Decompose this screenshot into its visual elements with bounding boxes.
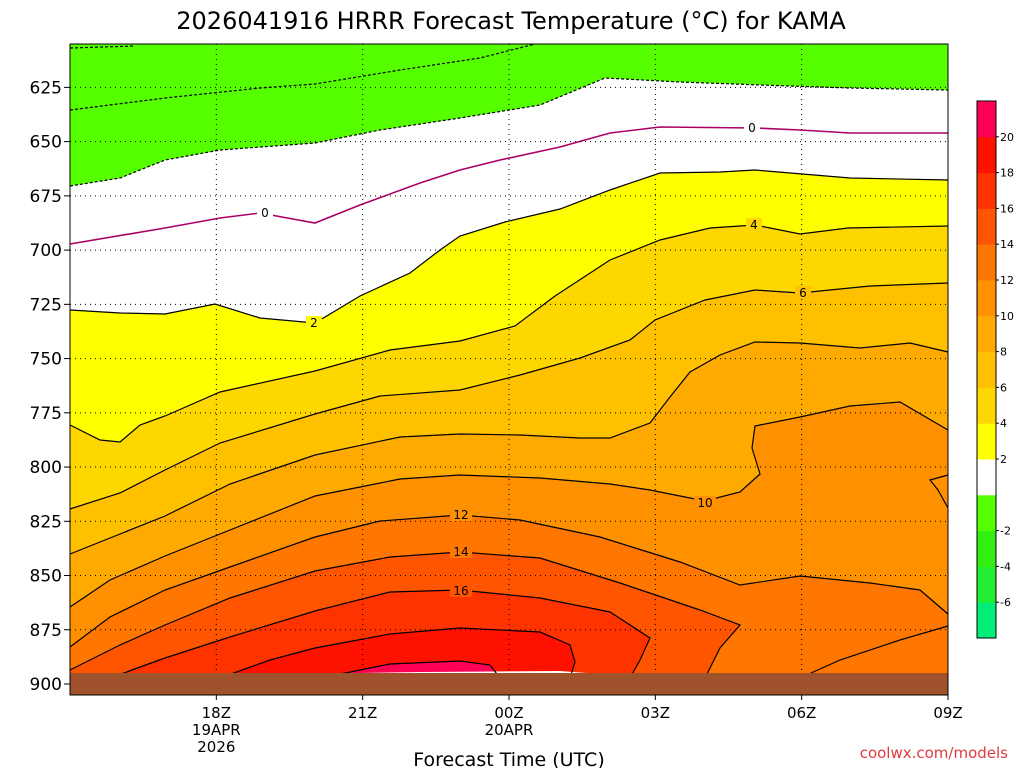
legend-tick-label: 16 [1000, 202, 1014, 215]
y-tick-label: 725 [30, 295, 62, 315]
x-tick-label: 18Z [202, 704, 231, 722]
legend-swatch [977, 101, 996, 138]
legend-tick-label: 14 [1000, 238, 1014, 251]
legend-swatch [977, 494, 996, 532]
contour-line [69, 514, 949, 648]
y-tick-label: 800 [30, 458, 62, 478]
x-tick-label: 20APR [485, 721, 534, 739]
x-tick-label: 03Z [641, 704, 670, 722]
legend-tick-label: -4 [1000, 560, 1011, 573]
y-axis: 625 650 675 700 725 750 775 800 825 850 875 900 [30, 78, 70, 695]
y-tick-label: 900 [30, 675, 62, 695]
legend-frame [976, 100, 997, 639]
contour-label: 4 [750, 218, 758, 232]
contour-label: 14 [453, 545, 468, 559]
contour-label: 6 [799, 286, 807, 300]
legend-tick-label: 4 [1000, 417, 1007, 430]
contour-labels: 0 0 2 4 6 10 12 14 16 [257, 121, 811, 598]
legend-swatch [977, 136, 996, 174]
legend-tick-label: -6 [1000, 596, 1011, 609]
x-tick-label: 06Z [787, 704, 816, 722]
legend-tick-label: 6 [1000, 381, 1007, 394]
y-tick-label: 750 [30, 350, 62, 370]
y-tick-label: 675 [30, 187, 62, 207]
ground-layer [70, 673, 948, 695]
contour-line [69, 45, 136, 49]
legend-swatch [977, 172, 996, 209]
x-tick-label: 19APR [192, 721, 241, 739]
y-tick-label: 700 [30, 241, 62, 261]
y-tick-label: 775 [30, 404, 62, 424]
y-tick-label: 875 [30, 621, 62, 641]
legend-swatch [977, 387, 996, 424]
legend-swatch [977, 566, 996, 603]
contour-line [219, 627, 576, 679]
contour-line [69, 341, 949, 555]
contour-line [69, 224, 949, 443]
contour-line [69, 282, 949, 510]
x-tick-label: 2026 [197, 738, 235, 756]
contour-line [69, 43, 536, 111]
legend-tick-label: 10 [1000, 310, 1014, 323]
legend-tick-label: -2 [1000, 525, 1011, 538]
legend-swatch [977, 208, 996, 245]
legend-tick-label: 8 [1000, 346, 1007, 359]
x-axis-label: Forecast Time (UTC) [413, 749, 604, 768]
legend-tick-label: 2 [1000, 453, 1007, 466]
credit-text: coolwx.com/models [860, 744, 1008, 762]
contour-line [69, 401, 949, 608]
legend-swatch [977, 602, 996, 639]
legend-tick-label: 12 [1000, 274, 1014, 287]
legend-swatch [977, 530, 996, 567]
contour-label: 0 [261, 206, 269, 220]
y-tick-label: 625 [30, 78, 62, 98]
contour-line [928, 474, 949, 509]
contour-line [799, 625, 949, 679]
x-tick-label: 21Z [348, 704, 377, 722]
legend-swatch [977, 244, 996, 281]
contour-line [319, 660, 501, 679]
legend-swatch [977, 423, 996, 460]
y-tick-label: 850 [30, 567, 62, 587]
temperature-contour-plot [69, 43, 949, 696]
contour-line [69, 77, 949, 187]
legend-swatch [977, 315, 996, 353]
x-tick-label: 09Z [933, 704, 962, 722]
color-legend: 20 18 16 14 12 10 8 6 4 2 -2 -4 -6 [976, 100, 1014, 639]
legend-swatch [977, 280, 996, 317]
contour-label: 12 [453, 508, 468, 522]
legend-tick-label: 18 [1000, 167, 1014, 180]
contour-label: 16 [453, 584, 468, 598]
contour-label: 2 [310, 316, 318, 330]
x-tick-label: 00Z [494, 704, 523, 722]
legend-swatch [977, 351, 996, 388]
legend-tick-label: 20 [1000, 131, 1014, 144]
contour-label: 10 [697, 496, 712, 510]
y-tick-label: 825 [30, 512, 62, 532]
contour-label: 0 [748, 121, 756, 135]
freezing-line [69, 126, 948, 245]
y-tick-label: 650 [30, 133, 62, 153]
legend-swatch [977, 459, 996, 496]
chart-title: 2026041916 HRRR Forecast Temperature (°C… [176, 7, 846, 35]
